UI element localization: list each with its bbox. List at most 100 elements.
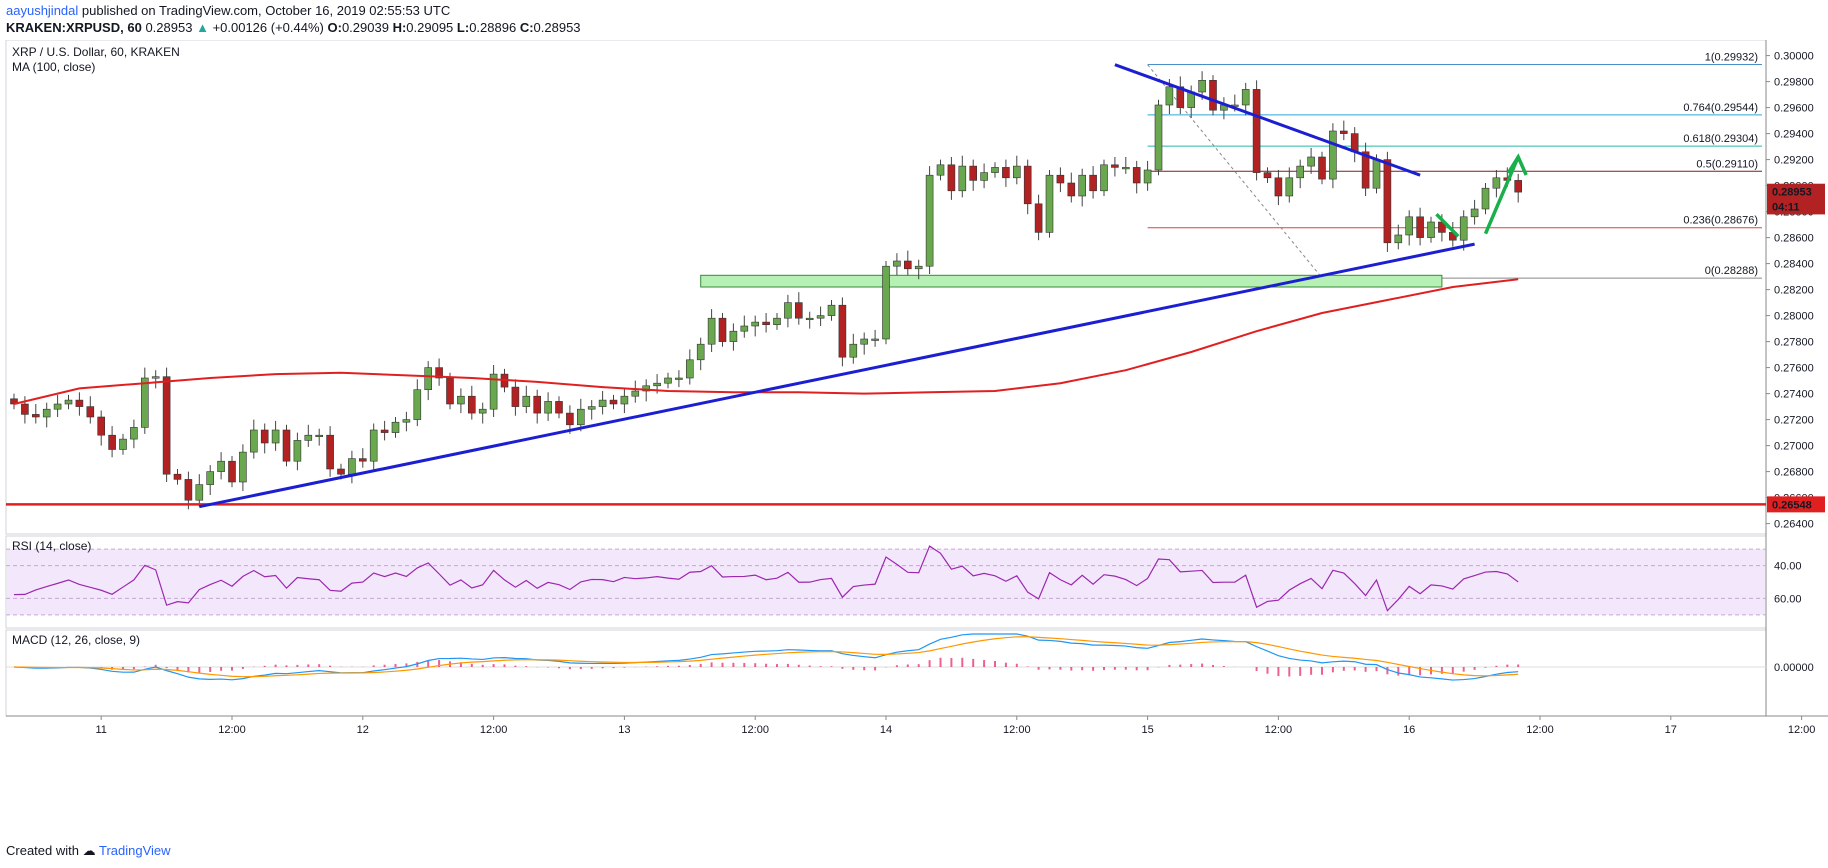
candle-down	[31, 414, 40, 418]
fib-level-label: 0.764(0.29544)	[1683, 102, 1758, 114]
candles	[10, 71, 1522, 510]
open-label: O:	[327, 20, 342, 35]
candle-up	[424, 367, 433, 391]
candle-down	[1023, 165, 1032, 205]
candle-up	[119, 438, 127, 450]
candle-up	[402, 419, 411, 423]
fib-level-label: 0(0.28288)	[1705, 265, 1758, 277]
price-label-bg	[1767, 198, 1825, 215]
candle-down	[326, 434, 334, 470]
candle-down	[97, 416, 105, 436]
candle-down	[446, 377, 454, 405]
candle-down	[1361, 151, 1370, 189]
ma-legend: MA (100, close)	[12, 60, 95, 74]
candle-up	[1459, 216, 1468, 241]
candle-up	[1012, 165, 1021, 179]
candle-up	[369, 429, 378, 462]
price-axis[interactable]: 0.264000.266000.268000.270000.272000.274…	[1766, 51, 1814, 531]
up-triangle-icon: ▲	[196, 20, 209, 35]
candle-up	[250, 429, 258, 453]
fib-level-label: 0.5(0.29110)	[1696, 158, 1758, 170]
candle-up	[271, 429, 280, 444]
fib-level-label: 0.236(0.28676)	[1683, 215, 1758, 227]
macd-legend: MACD (12, 26, close, 9)	[12, 633, 140, 647]
candle-down	[184, 479, 193, 501]
signal-line	[13, 636, 1519, 678]
candle-up	[620, 395, 629, 405]
candle-down	[1056, 174, 1065, 184]
candle-up	[141, 377, 149, 428]
candle-up	[478, 408, 487, 414]
candle-down	[228, 460, 236, 483]
footer: Created with ☁ TradingView	[6, 843, 171, 859]
price-tick-label: 0.29200	[1774, 155, 1814, 167]
candle-down	[162, 376, 171, 475]
last-price: 0.28953	[145, 20, 193, 35]
price-label-text: 04:11	[1772, 201, 1800, 213]
candle-up	[642, 385, 651, 392]
time-tick-label: 12:00	[1003, 724, 1031, 736]
time-tick-label: 11	[95, 724, 106, 736]
rsi-line	[13, 545, 1519, 612]
candle-down	[511, 386, 520, 407]
time-tick-label: 12:00	[1265, 724, 1293, 736]
down-arrow-shaft	[1435, 212, 1460, 238]
candle-down	[1416, 216, 1424, 238]
tradingview-link[interactable]: TradingView	[99, 843, 171, 858]
price-label-bg	[1767, 496, 1825, 513]
candle-down	[75, 399, 84, 407]
price-tick-label: 0.27400	[1774, 389, 1814, 401]
price-tick-label: 0.28000	[1774, 311, 1814, 323]
symbol-label[interactable]: KRAKEN:XRPUSD, 60	[6, 20, 142, 35]
price-tick-label: 0.28200	[1774, 285, 1814, 297]
ohlc-line: KRAKEN:XRPUSD, 60 0.28953 ▲ +0.00126 (+0…	[6, 20, 581, 35]
candle-down	[1209, 79, 1217, 111]
candle-up	[784, 302, 792, 319]
candle-down	[1067, 182, 1076, 197]
candle-up	[860, 338, 869, 345]
price-label-text: 0.28953	[1772, 187, 1812, 199]
chart-grid	[5, 40, 1828, 717]
high-value: 0.29095	[406, 20, 454, 35]
high-label: H:	[392, 20, 407, 35]
candle-up	[631, 390, 640, 397]
price-label-bg	[1767, 183, 1825, 200]
candle-up	[1078, 174, 1086, 197]
candle-up	[1045, 174, 1054, 233]
fib-diagonal	[1147, 64, 1323, 279]
ma100-line	[13, 278, 1519, 405]
candle-up	[1372, 159, 1381, 189]
candle-up	[653, 382, 661, 387]
candle-down	[838, 304, 847, 358]
publish-line: aayushjindal published on TradingView.co…	[6, 3, 450, 18]
candle-up	[1285, 177, 1294, 197]
candle-down	[1089, 174, 1097, 192]
created-with-text: Created with	[6, 843, 79, 858]
time-axis[interactable]: 11 12:00 12 12:00 13 12:00 14 12:00 15 12:00 16 12:…	[95, 716, 1828, 736]
candle-up	[805, 317, 814, 321]
drawn-lines[interactable]	[6, 63, 1766, 509]
candle-up	[707, 317, 716, 345]
candle-up	[882, 265, 890, 340]
price-label-text: 0.26548	[1772, 499, 1812, 511]
chart-title: XRP / U.S. Dollar, 60, KRAKEN	[12, 45, 180, 59]
support-zone-rect	[700, 274, 1443, 288]
falling-trendline	[1114, 63, 1421, 177]
price-chart[interactable]: 1(0.29932) 0.764(0.29544) 0.618(0.29304) 0.…	[0, 40, 1828, 840]
price-tick-label: 0.29600	[1774, 103, 1814, 115]
candle-up	[1427, 221, 1435, 238]
rsi-legend: RSI (14, close)	[12, 539, 91, 553]
candle-up	[936, 164, 945, 176]
fib-retracement[interactable]: 1(0.29932) 0.764(0.29544) 0.618(0.29304) 0.…	[1147, 51, 1762, 279]
support-zone[interactable]	[700, 274, 1443, 288]
candle-up	[1241, 89, 1250, 106]
price-tick-label: 0.27000	[1774, 441, 1814, 453]
candle-up	[457, 395, 465, 405]
forecast-arrows[interactable]	[1435, 153, 1528, 238]
open-value: 0.29039	[341, 20, 389, 35]
candle-down	[1274, 177, 1283, 197]
candle-down	[467, 395, 476, 414]
author-link[interactable]: aayushjindal	[6, 3, 79, 18]
low-value: 0.28896	[469, 20, 517, 35]
candle-up	[1329, 130, 1337, 180]
